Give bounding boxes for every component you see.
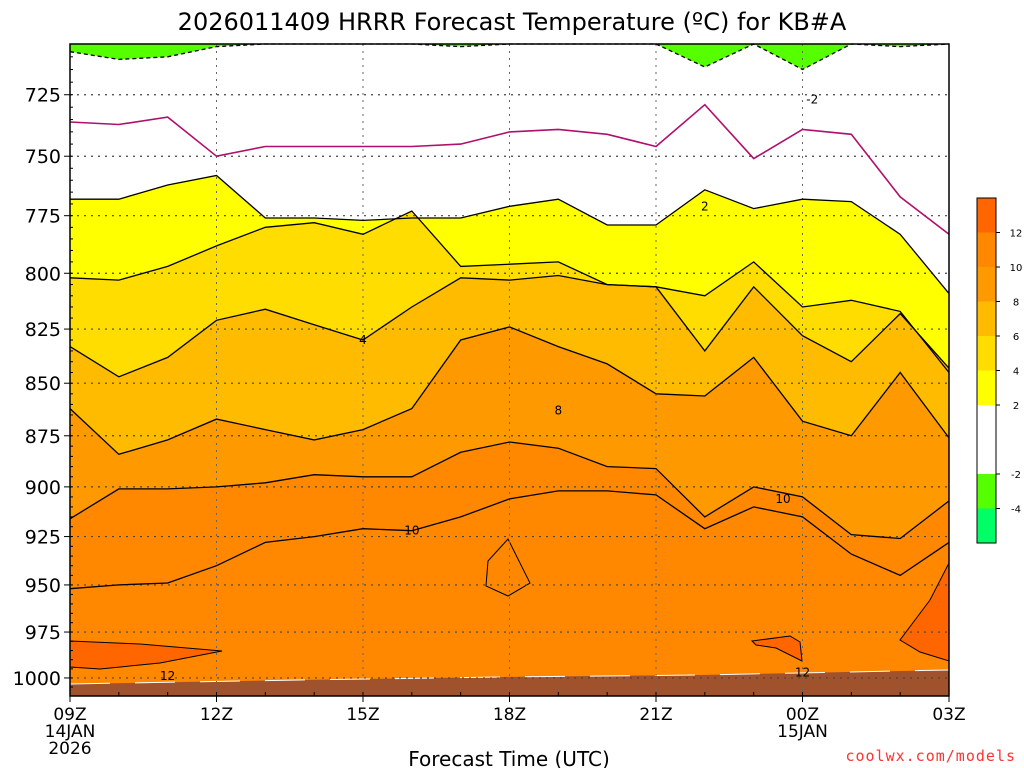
x-tick-label: 09Z 14JAN 2026 <box>45 705 96 759</box>
y-tick-label: 950 <box>25 575 61 597</box>
colorbar-label: 2 <box>1013 401 1019 412</box>
colorbar-swatch <box>977 267 996 302</box>
y-tick-label: 750 <box>25 146 61 168</box>
x-axis: 09Z 14JAN 2026 12Z 15Z 18Z 21Z 00Z 15JAN 03Z <box>45 692 966 759</box>
x-tick-label-line: 21Z <box>639 705 672 725</box>
y-tick-label: 975 <box>25 622 61 644</box>
x-axis-title: Forecast Time (UTC) <box>408 747 610 768</box>
contour-label: -2 <box>806 93 818 107</box>
colorbar-label: 12 <box>1010 229 1023 240</box>
colorbar-swatch <box>977 336 996 371</box>
y-tick-label: 1000 <box>13 668 61 690</box>
colorbar-label: 8 <box>1013 298 1019 309</box>
x-tick-label-line: 14JAN <box>45 722 96 742</box>
colorbar-swatch <box>977 370 996 405</box>
colorbar-label: 10 <box>1010 263 1023 274</box>
contour-label: 12 <box>160 669 175 683</box>
colorbar-swatch <box>977 508 996 543</box>
colorbar-label: -4 <box>1011 505 1021 516</box>
x-tick-label: 00Z 15JAN <box>777 705 828 742</box>
contour-label: 8 <box>555 404 563 418</box>
x-tick-label-line: 00Z <box>786 705 819 725</box>
colorbar-label: 6 <box>1013 332 1019 343</box>
contour-lines <box>69 43 950 590</box>
contour-label: 12 <box>795 666 810 680</box>
contour-line-10 <box>69 441 950 540</box>
x-tick-label-line: 15Z <box>346 705 379 725</box>
contour-line-0 <box>69 103 950 235</box>
contour-label: 10 <box>775 492 790 506</box>
x-tick-label-line: 15JAN <box>777 722 828 742</box>
y-tick-label: 875 <box>25 426 61 448</box>
y-tick-label: 775 <box>25 206 61 228</box>
y-tick-label: 725 <box>25 85 61 107</box>
y-tick-label: 825 <box>25 319 61 341</box>
y-tick-label: 800 <box>25 263 61 285</box>
fill-band <box>70 44 949 235</box>
surface-edge-line <box>69 669 950 685</box>
chart-title: 2026011409 HRRR Forecast Temperature (ºC… <box>178 8 847 36</box>
colorbar-label: 4 <box>1013 367 1019 378</box>
x-tick-label-line: 18Z <box>493 705 526 725</box>
fill-band <box>70 211 949 377</box>
colorbar-swatch <box>977 474 996 509</box>
x-tick-label-line: 03Z <box>932 705 965 725</box>
x-tick-label: 18Z <box>493 705 526 725</box>
y-tick-label: 850 <box>25 373 61 395</box>
colorbar-legend: -4 -2 2 4 6 8 10 12 <box>976 197 1023 544</box>
y-tick-label: 900 <box>25 477 61 499</box>
fill-band <box>70 44 949 70</box>
contour-line-6 <box>69 274 950 378</box>
colorbar-swatch <box>977 301 996 336</box>
x-tick-label-line: 12Z <box>200 705 233 725</box>
y-tick-label: 925 <box>25 527 61 549</box>
contour-line-2 <box>70 174 950 295</box>
colorbar-label: -2 <box>1011 470 1021 481</box>
x-tick-label: 03Z <box>932 705 965 725</box>
contour-line-4 <box>69 210 950 373</box>
colorbar-swatch <box>977 405 996 440</box>
x-tick-label: 12Z <box>200 705 233 725</box>
fill-band <box>70 275 949 455</box>
contour-label: 4 <box>359 333 367 347</box>
contour-label: 10 <box>404 524 419 538</box>
contour-line-8 <box>69 326 950 456</box>
x-tick-label: 21Z <box>639 705 672 725</box>
site-credit: coolwx.com/models <box>845 747 1016 765</box>
colorbar-swatch <box>977 198 996 233</box>
colorbar-swatch <box>977 439 996 474</box>
cell-contour <box>485 538 531 597</box>
fill-band <box>70 326 949 539</box>
contour-labels: -2 2 4 8 10 10 12 12 <box>160 93 818 683</box>
contour-label: 2 <box>701 199 709 213</box>
colorbar-swatch <box>977 232 996 267</box>
x-tick-label: 15Z <box>346 705 379 725</box>
x-tick-label-line: 09Z <box>53 705 86 725</box>
x-tick-label-line: 2026 <box>48 739 91 759</box>
contour-line-10 <box>69 490 950 590</box>
y-axis: 725 750 775 800 825 850 875 900 925 950 975 1000 <box>13 56 73 697</box>
